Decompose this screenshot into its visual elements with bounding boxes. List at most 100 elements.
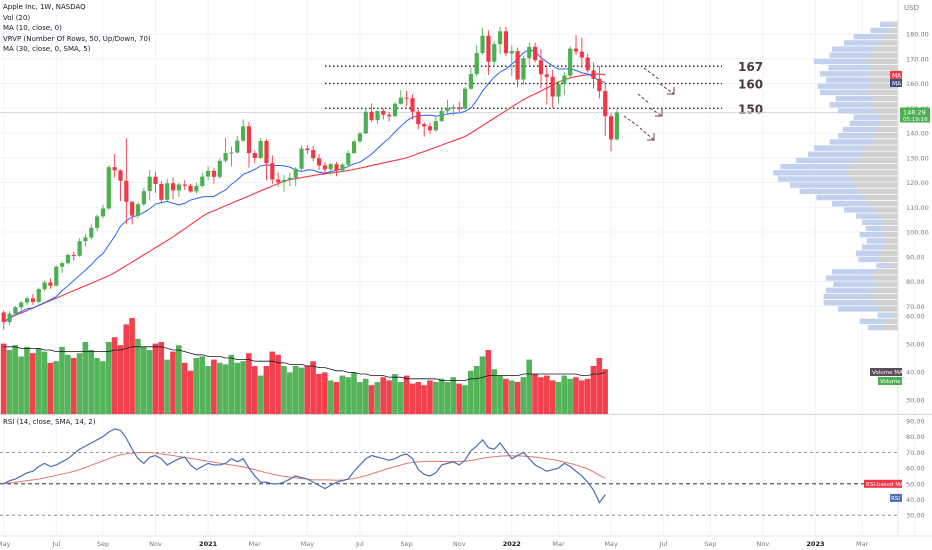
vrvp-up-bar bbox=[833, 281, 877, 287]
volume-bar bbox=[450, 377, 457, 414]
volume-bar bbox=[514, 382, 521, 414]
candle-body bbox=[462, 88, 468, 109]
vrvp-up-bar bbox=[816, 194, 865, 201]
candle-body bbox=[538, 60, 544, 75]
volume-bar bbox=[158, 342, 165, 414]
vrvp-down-bar bbox=[876, 281, 898, 287]
vrvp-up-bar bbox=[829, 102, 872, 108]
volume-ma-tag-bg bbox=[870, 368, 902, 376]
volume-bar bbox=[105, 342, 112, 414]
time-tick-label: Mar bbox=[856, 540, 869, 548]
projection-arrow bbox=[637, 93, 651, 105]
vrvp-up-bar bbox=[844, 207, 874, 213]
vrvp-down-bar bbox=[874, 108, 898, 114]
candle-body bbox=[503, 31, 509, 54]
vrvp-down-bar bbox=[856, 157, 898, 164]
volume-bar bbox=[111, 337, 118, 414]
volume-bar bbox=[397, 382, 404, 414]
projection-arrow bbox=[659, 83, 675, 95]
candle-body bbox=[422, 124, 427, 127]
candle-body bbox=[486, 35, 491, 62]
candle-body bbox=[445, 108, 450, 111]
volume-bar bbox=[205, 366, 211, 414]
volume-bar bbox=[298, 367, 305, 414]
vrvp-down-bar bbox=[862, 151, 898, 157]
vrvp-down-bar bbox=[874, 300, 898, 306]
vrvp-down-bar bbox=[880, 114, 898, 120]
candle-body bbox=[334, 164, 339, 171]
vrvp-up-bar bbox=[835, 95, 874, 102]
vrvp-up-bar bbox=[826, 77, 872, 83]
volume-tag-bg bbox=[878, 377, 902, 385]
candle-body bbox=[614, 112, 619, 140]
rsi-tick-label: 70.00 bbox=[906, 449, 925, 457]
vrvp-down-bar bbox=[880, 213, 898, 219]
candle-body bbox=[299, 148, 304, 169]
currency-label: USD bbox=[904, 4, 919, 12]
candle-body bbox=[36, 289, 41, 303]
candle-body bbox=[235, 140, 240, 153]
candle-body bbox=[573, 48, 579, 52]
volume-bar bbox=[555, 382, 562, 414]
vrvp-up-bar bbox=[808, 151, 862, 157]
candle-body bbox=[7, 313, 12, 323]
volume-bar bbox=[549, 380, 556, 414]
vrvp-up-bar bbox=[817, 83, 868, 89]
vrvp-up-bar bbox=[829, 139, 872, 145]
countdown-label: 05:19:16 bbox=[903, 117, 928, 123]
volume-bar bbox=[152, 343, 159, 414]
rsi-tick-label: 90.00 bbox=[906, 418, 925, 426]
vrvp-up-bar bbox=[866, 238, 886, 244]
candle-body bbox=[200, 176, 205, 186]
candle-body bbox=[480, 35, 485, 54]
candle-body bbox=[112, 167, 117, 171]
candle-body bbox=[48, 282, 53, 286]
volume-bar bbox=[18, 356, 24, 414]
candle-body bbox=[42, 282, 47, 290]
volume-bar bbox=[327, 380, 334, 414]
candle-body bbox=[159, 183, 164, 200]
candle-body bbox=[562, 75, 567, 84]
vrvp-up-bar bbox=[826, 275, 872, 281]
candle-body bbox=[176, 184, 181, 191]
time-tick-label: Mar bbox=[249, 540, 262, 548]
candle-body bbox=[550, 76, 555, 97]
candle-body bbox=[24, 298, 30, 303]
candle-body bbox=[252, 153, 257, 158]
candle-body bbox=[83, 237, 88, 242]
candle-body bbox=[65, 255, 71, 264]
volume-bar bbox=[602, 369, 608, 414]
candle-body bbox=[13, 307, 18, 314]
candle-body bbox=[124, 180, 129, 202]
volume-bar bbox=[520, 377, 527, 414]
time-tick-label: Nov bbox=[149, 540, 162, 548]
volume-bar bbox=[503, 378, 509, 414]
volume-bar bbox=[462, 385, 468, 414]
candle-body bbox=[100, 208, 106, 217]
rsi-tag-bg bbox=[890, 493, 902, 502]
candle-body bbox=[340, 164, 345, 171]
candle-body bbox=[474, 53, 479, 75]
volume-bar bbox=[345, 377, 351, 414]
rsi-tick-label: 80.00 bbox=[906, 433, 925, 441]
candle-body bbox=[223, 153, 228, 161]
price-tick-label: 110.00 bbox=[906, 204, 929, 212]
volume-bar bbox=[199, 356, 205, 414]
candle-body bbox=[515, 51, 520, 80]
time-tick-label: May bbox=[301, 540, 315, 548]
volume-bar bbox=[538, 377, 544, 414]
volume-tick-label: 30.00 bbox=[906, 396, 925, 404]
vrvp-up-bar bbox=[780, 163, 850, 170]
vrvp-down-bar bbox=[883, 232, 898, 238]
candle-body bbox=[410, 98, 415, 112]
volume-bar bbox=[129, 318, 135, 414]
vrvp-up-bar bbox=[856, 250, 880, 256]
time-tick-label: 2021 bbox=[199, 540, 218, 548]
volume-tag: Volume bbox=[880, 379, 901, 385]
volume-bar bbox=[30, 353, 36, 414]
vrvp-up-bar bbox=[877, 312, 892, 318]
candle-body bbox=[568, 48, 573, 76]
time-tick-label: Sep bbox=[704, 540, 716, 548]
